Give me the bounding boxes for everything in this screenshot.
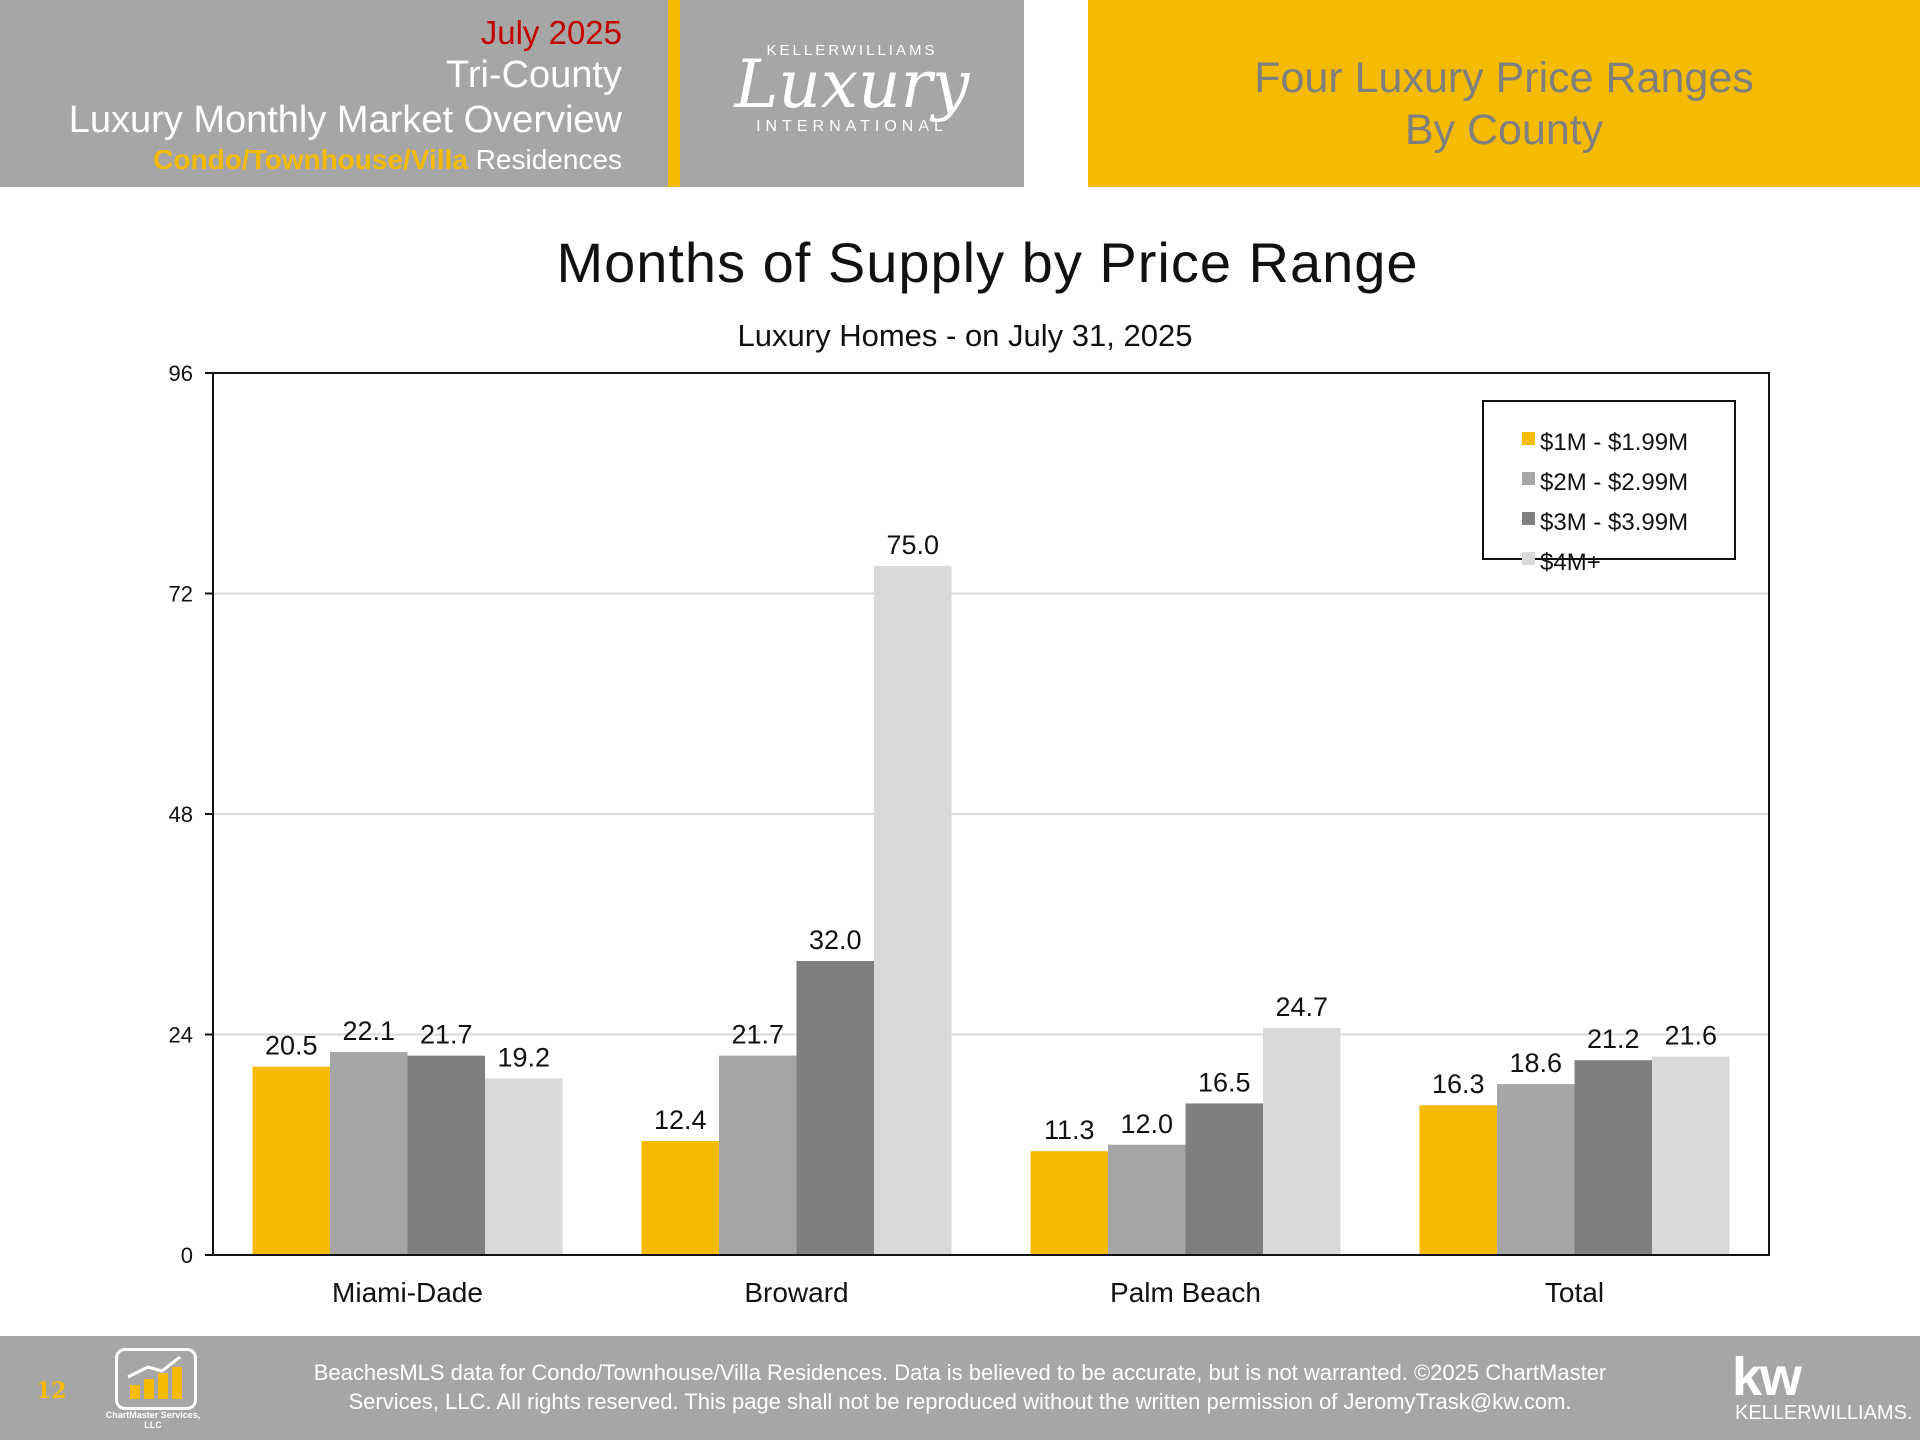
data-label: 75.0: [886, 530, 939, 560]
legend-label: $1M - $1.99M: [1540, 429, 1688, 456]
kw-logo-mark: kw: [1732, 1347, 1802, 1407]
data-label: 16.3: [1432, 1069, 1485, 1099]
data-label: 21.7: [731, 1020, 784, 1050]
property-type-accent: Condo/Townhouse/Villa: [153, 144, 468, 175]
data-label: 16.5: [1198, 1067, 1251, 1097]
data-label: 22.1: [342, 1016, 395, 1046]
x-category-label: Palm Beach: [1110, 1277, 1261, 1308]
bar: [1652, 1056, 1730, 1255]
kw-luxury-logo: KELLERWILLIAMS Luxury INTERNATIONAL: [680, 0, 1024, 187]
x-category-label: Total: [1545, 1277, 1604, 1308]
chartmaster-logo-icon: [115, 1348, 197, 1410]
bar: [1419, 1105, 1497, 1255]
chart-subtitle: Luxury Homes - on July 31, 2025: [737, 318, 1193, 353]
data-label: 12.4: [654, 1105, 707, 1135]
section-title: Four Luxury Price Ranges By County: [1088, 52, 1920, 156]
x-category-label: Miami-Dade: [332, 1277, 483, 1308]
y-tick-label: 24: [169, 1023, 193, 1048]
plot-frame: [212, 372, 1770, 1256]
bar: [330, 1051, 408, 1255]
logo-top-text: KELLERWILLIAMS: [766, 42, 938, 59]
bar: [719, 1055, 797, 1255]
y-tick-label: 0: [181, 1243, 193, 1268]
report-title: Luxury Monthly Market Overview: [68, 99, 622, 141]
data-label: 20.5: [265, 1031, 318, 1061]
footer: 12 ChartMaster Services, LLC BeachesMLS …: [0, 1336, 1920, 1440]
logo-script-text: Luxury: [734, 46, 970, 123]
header-right-panel: Four Luxury Price Ranges By County: [1088, 0, 1920, 187]
bar: [1574, 1060, 1652, 1255]
data-label: 32.0: [809, 925, 862, 955]
section-title-line1: Four Luxury Price Ranges: [1254, 54, 1754, 102]
bar: [1108, 1144, 1186, 1255]
disclaimer: BeachesMLS data for Condo/Townhouse/Vill…: [250, 1358, 1670, 1416]
chart-title: Months of Supply by Price Range: [556, 231, 1419, 294]
report-region: Tri-County: [446, 54, 622, 96]
report-date: July 2025: [480, 14, 622, 51]
disclaimer-line1: BeachesMLS data for Condo/Townhouse/Vill…: [313, 1360, 1607, 1385]
bar: [1263, 1028, 1341, 1255]
bar: [1497, 1084, 1575, 1255]
data-label: 21.2: [1587, 1024, 1640, 1054]
bar: [641, 1141, 719, 1255]
data-label: 21.7: [420, 1020, 473, 1050]
bar: [1030, 1151, 1108, 1255]
chartmaster-name: ChartMaster Services, LLC: [105, 1410, 201, 1430]
data-label: 12.0: [1120, 1109, 1173, 1139]
legend-swatch: [1522, 512, 1535, 525]
data-label: 19.2: [497, 1043, 550, 1073]
data-label: 24.7: [1275, 992, 1328, 1022]
bar: [796, 961, 874, 1255]
bar: [407, 1055, 485, 1255]
logo-bottom-text: INTERNATIONAL: [756, 118, 948, 135]
y-tick-label: 96: [169, 361, 193, 386]
bar: [874, 565, 952, 1255]
y-tick-label: 72: [169, 582, 193, 607]
x-category-label: Broward: [744, 1277, 848, 1308]
data-label: 21.6: [1664, 1021, 1717, 1051]
bar: [252, 1066, 330, 1255]
legend-label: $3M - $3.99M: [1540, 509, 1688, 536]
bar: [485, 1078, 563, 1255]
bar: [1185, 1103, 1263, 1255]
bar-chart: 0 24 48 72 96 20.5 22.1 21.7 19.2 Miami-Dade 12.4 2…: [169, 361, 1770, 1308]
legend-swatch: [1522, 552, 1535, 565]
page-number: 12: [36, 1378, 67, 1404]
legend-label: $2M - $2.99M: [1540, 469, 1688, 496]
data-label: 11.3: [1044, 1115, 1095, 1145]
section-title-line2: By County: [1404, 106, 1604, 154]
data-label: 18.6: [1509, 1048, 1562, 1078]
disclaimer-line2: Services, LLC. All rights reserved. This…: [348, 1389, 1572, 1414]
header-left-panel: [0, 0, 668, 187]
y-tick-label: 48: [169, 802, 193, 827]
property-type: Condo/Townhouse/Villa Residences: [153, 144, 622, 176]
legend-swatch: [1522, 432, 1535, 445]
legend-label: $4M+: [1540, 549, 1601, 576]
legend-swatch: [1522, 472, 1535, 485]
property-type-rest: Residences: [467, 144, 622, 175]
header-accent-bar: [668, 0, 680, 187]
kw-logo-name: KELLERWILLIAMS.: [1735, 1402, 1913, 1424]
